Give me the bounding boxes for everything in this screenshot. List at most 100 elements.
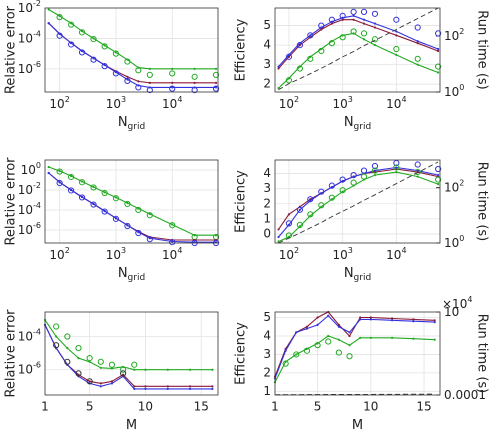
data-marker: [53, 323, 60, 330]
data-marker: [296, 221, 304, 228]
line-dot: [433, 319, 436, 322]
x-axis-label: Ngrid: [344, 266, 371, 283]
data-marker: [75, 370, 82, 377]
data-marker: [414, 24, 421, 31]
x-tick-label-base: 10: [162, 248, 177, 262]
x-tick-label: 104: [386, 246, 406, 262]
data-marker: [371, 167, 379, 174]
x-tick-label: 102: [49, 246, 69, 262]
line-dot: [126, 78, 129, 81]
data-marker: [56, 179, 63, 187]
line-dot: [148, 81, 151, 84]
line-dot: [362, 18, 366, 21]
line-dot: [99, 382, 102, 385]
y-tick-label-base: 10: [18, 222, 33, 236]
plot-frame: [274, 159, 441, 244]
line-dot: [373, 22, 377, 25]
data-marker: [435, 165, 442, 173]
x-tick-label: 1: [271, 400, 279, 414]
plot-frame: [274, 311, 441, 396]
data-marker: [414, 168, 421, 176]
line-dot: [99, 366, 102, 369]
line-dot: [103, 191, 106, 194]
x-tick-label: 104: [162, 95, 182, 111]
y2-multiplier-exp: 4: [467, 295, 472, 304]
data-marker: [393, 16, 400, 23]
data-marker: [307, 196, 314, 203]
line-dot: [352, 14, 355, 17]
line-dot: [70, 188, 73, 192]
line-dot: [348, 331, 351, 334]
data-marker: [307, 55, 314, 62]
x-tick-label-exp: 4: [177, 95, 182, 104]
line-dot: [395, 30, 398, 33]
y-tick-label-exp: -6: [33, 360, 41, 369]
line-dot: [369, 316, 372, 319]
x-tick-label-exp: 4: [401, 95, 406, 104]
y-tick-label: 10-6: [18, 59, 41, 75]
data-marker: [393, 159, 400, 167]
data-marker: [296, 42, 304, 49]
x-tick-label-exp: 3: [121, 95, 126, 104]
x-tick-label-exp: 3: [348, 95, 353, 104]
data-marker: [318, 22, 325, 29]
data-marker: [346, 353, 353, 360]
data-marker: [191, 73, 198, 80]
y-tick-label-exp: 0: [36, 160, 41, 169]
x-tick-label-exp: 4: [177, 246, 182, 255]
line-dot: [188, 387, 192, 390]
y-tick-label-exp: -4: [33, 327, 41, 336]
x-axis-label-sub: grid: [128, 122, 146, 132]
x-axis-label-main: N: [344, 115, 354, 130]
y-axis-label: Relative error: [4, 5, 19, 94]
data-marker: [78, 49, 86, 56]
y2-axis-label: Run time (s): [475, 162, 490, 241]
line-dot: [80, 49, 84, 53]
line-dot: [133, 387, 136, 390]
data-marker: [303, 347, 311, 354]
data-marker: [191, 86, 198, 94]
y-tick-label: 3: [263, 181, 271, 195]
line-dot: [58, 14, 61, 18]
y-axis-label: Efficiency: [234, 170, 249, 233]
data-marker: [90, 56, 97, 63]
line-dot: [214, 86, 218, 89]
line-dot: [214, 81, 218, 84]
y-tick-label: 10-4: [18, 200, 41, 216]
y2-tick-label-base: 10: [444, 85, 459, 99]
data-marker: [146, 236, 153, 243]
line-dot: [103, 44, 106, 47]
data-marker: [360, 8, 368, 16]
run-time-line: [278, 7, 439, 91]
y-axis-label: Efficiency: [234, 322, 249, 385]
data-marker: [293, 351, 300, 358]
line-dot: [277, 235, 280, 239]
line-dot: [359, 318, 362, 321]
data-marker: [339, 12, 346, 19]
y2-tick-label-base: 10: [444, 180, 459, 194]
data-marker: [350, 8, 357, 16]
y-tick-label-exp: -6: [33, 220, 41, 229]
y-tick-label: 3: [263, 347, 271, 361]
x-tick-label-exp: 4: [401, 246, 406, 255]
data-marker: [68, 41, 75, 48]
data-marker: [146, 86, 153, 94]
data-marker: [112, 195, 120, 202]
data-marker: [339, 176, 346, 183]
line-dot: [80, 195, 84, 199]
line-dot: [412, 318, 415, 321]
y-tick-label: 4: [263, 328, 271, 342]
line-dot: [144, 385, 147, 388]
plot-area: [45, 160, 218, 243]
line-dot: [88, 380, 91, 383]
x-axis-label-sub: grid: [354, 122, 372, 132]
line-dot: [433, 321, 436, 324]
data-marker: [90, 36, 97, 43]
x-tick-label: 15: [194, 400, 209, 414]
y-tick-label-base: 10: [18, 202, 33, 216]
data-marker: [360, 167, 368, 174]
x-tick-label: 103: [106, 246, 126, 262]
y-tick-label-base: 10: [21, 162, 36, 176]
data-marker: [339, 34, 346, 41]
